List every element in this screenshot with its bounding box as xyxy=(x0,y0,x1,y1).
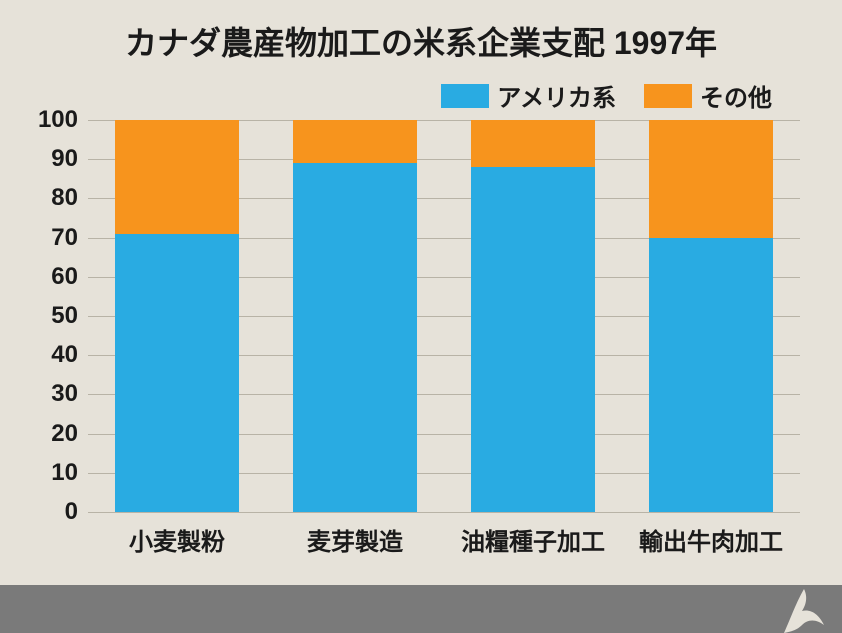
brand-logo-icon xyxy=(774,585,830,633)
plot-area: 0102030405060708090100小麦製粉麦芽製造油糧種子加工輸出牛肉… xyxy=(88,120,800,512)
y-tick-label: 70 xyxy=(51,224,88,252)
bar-segment xyxy=(649,238,774,512)
y-tick-label: 50 xyxy=(51,302,88,330)
bar-segment xyxy=(649,120,774,238)
bar-segment xyxy=(115,234,240,512)
legend-swatch xyxy=(644,84,692,108)
y-tick-label: 10 xyxy=(51,459,88,487)
footer-bar xyxy=(0,585,842,633)
y-tick-label: 0 xyxy=(65,498,88,526)
chart-canvas: カナダ農産物加工の米系企業支配 1997年 アメリカ系その他 010203040… xyxy=(0,0,842,633)
legend-item: アメリカ系 xyxy=(441,78,616,113)
x-tick-label: 麦芽製造 xyxy=(307,512,403,557)
x-tick-label: 輸出牛肉加工 xyxy=(639,512,783,557)
chart-title: カナダ農産物加工の米系企業支配 1997年 xyxy=(0,18,842,64)
y-tick-label: 90 xyxy=(51,145,88,173)
bar-group xyxy=(649,120,774,512)
y-tick-label: 20 xyxy=(51,420,88,448)
bar-group xyxy=(471,120,596,512)
legend-label: アメリカ系 xyxy=(497,78,616,113)
y-tick-label: 30 xyxy=(51,380,88,408)
y-tick-label: 80 xyxy=(51,184,88,212)
bar-segment xyxy=(471,167,596,512)
legend: アメリカ系 その他 xyxy=(441,78,772,113)
bar-group xyxy=(293,120,418,512)
legend-item: その他 xyxy=(644,78,772,113)
y-tick-label: 60 xyxy=(51,263,88,291)
bar-group xyxy=(115,120,240,512)
y-tick-label: 100 xyxy=(38,106,88,134)
bar-segment xyxy=(471,120,596,167)
x-tick-label: 油糧種子加工 xyxy=(461,512,605,557)
bar-segment xyxy=(293,163,418,512)
legend-swatch xyxy=(441,84,489,108)
legend-label: その他 xyxy=(700,78,772,113)
y-tick-label: 40 xyxy=(51,341,88,369)
bar-segment xyxy=(115,120,240,234)
x-tick-label: 小麦製粉 xyxy=(129,512,225,557)
bar-segment xyxy=(293,120,418,163)
